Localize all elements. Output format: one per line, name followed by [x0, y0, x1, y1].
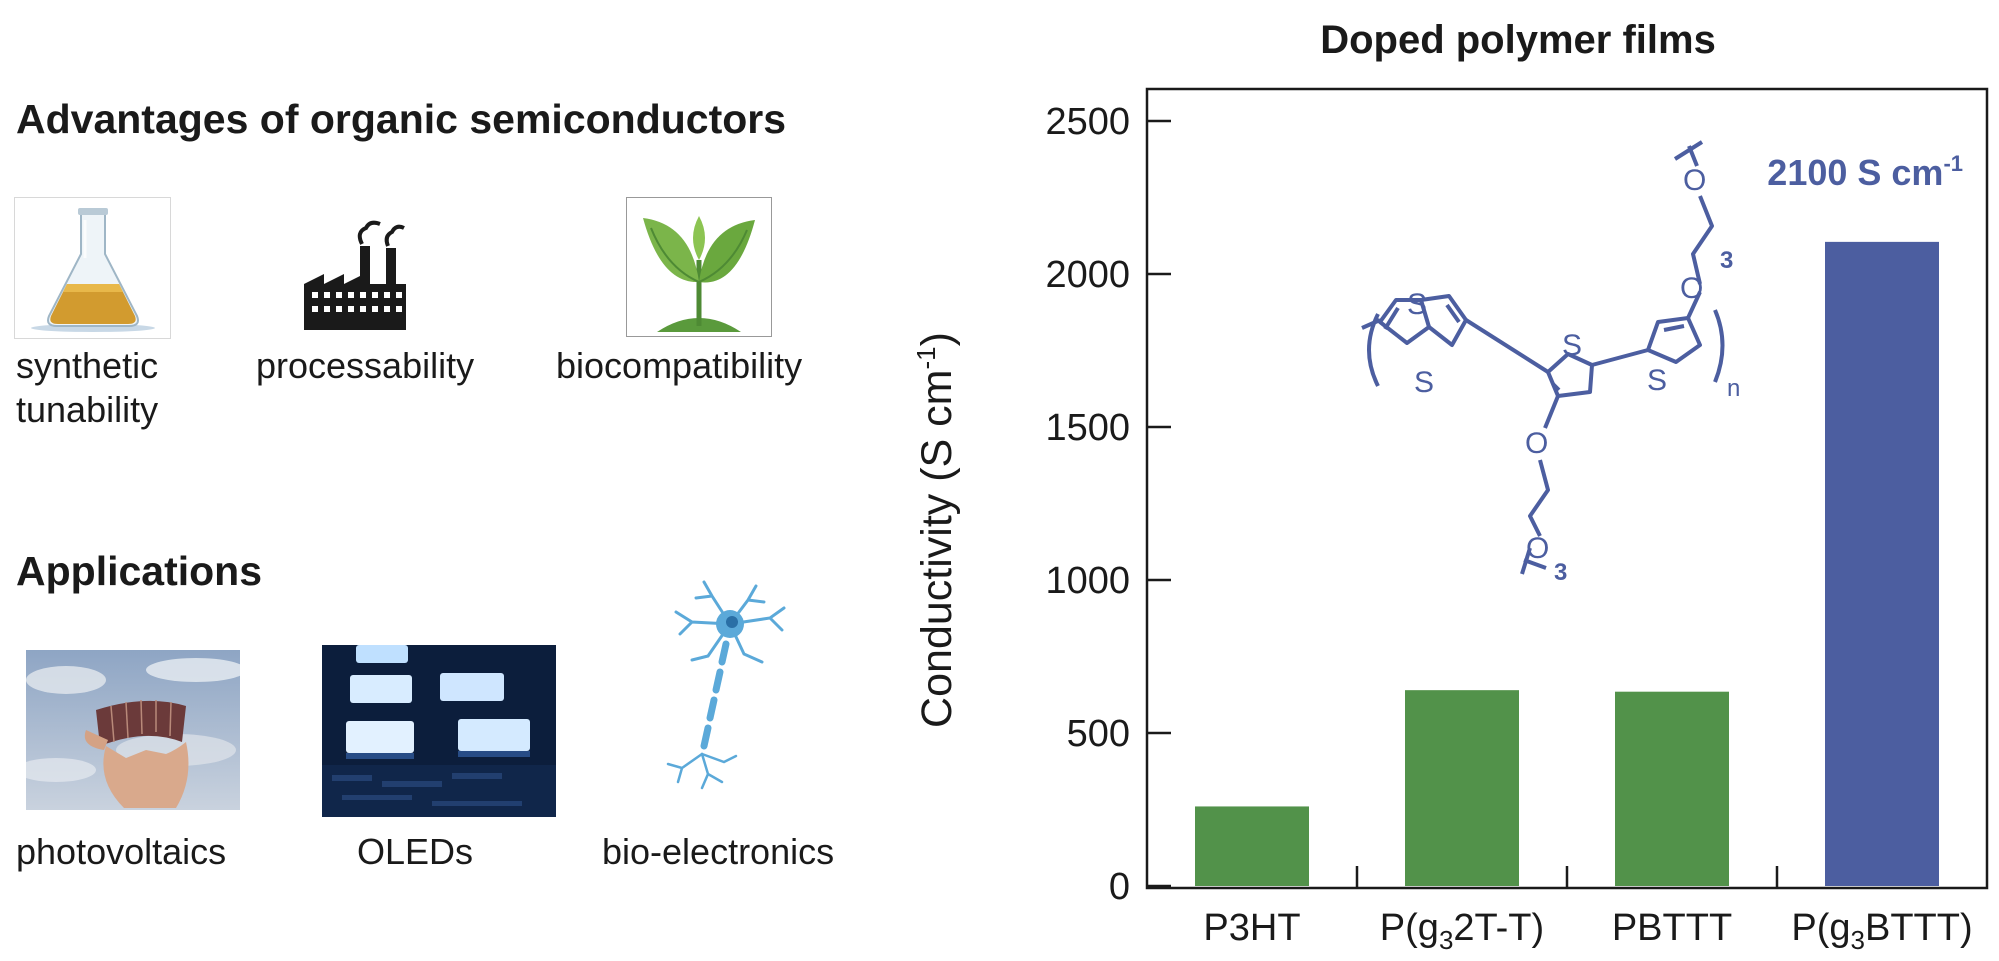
sprout-icon — [626, 197, 772, 337]
bar-P3HT — [1195, 806, 1309, 886]
bars — [1195, 241, 1939, 886]
caption-oleds: OLEDs — [357, 831, 474, 872]
svg-text:3: 3 — [1720, 247, 1733, 274]
bar-P(g3BTTT) — [1825, 241, 1939, 886]
x-label-PBTTT: PBTTT — [1612, 907, 1732, 949]
caption-biocompatibility: biocompatibility — [556, 345, 803, 386]
bar-value-annotation: 2100 S cm-1 — [1767, 151, 1963, 193]
y-tick-label-2500: 2500 — [1045, 101, 1130, 143]
factory-icon — [300, 218, 410, 333]
caption-processability: processability — [256, 345, 475, 386]
flexible-solar-cell-photo — [26, 650, 240, 810]
svg-text:n: n — [1727, 375, 1740, 402]
y-tick-label-1000: 1000 — [1045, 560, 1130, 602]
advantages-heading: Advantages of organic semiconductors — [16, 96, 787, 142]
flask-icon — [14, 197, 171, 339]
bar-PBTTT — [1615, 691, 1729, 886]
polymer-structure-diagram — [1361, 140, 1725, 575]
y-tick-label-500: 500 — [1067, 713, 1130, 755]
caption-photovoltaics: photovoltaics — [16, 831, 227, 872]
chart-title: Doped polymer films — [1320, 18, 1716, 62]
x-label-P(g3BTTT): P(g3BTTT) — [1791, 907, 1972, 955]
y-axis-ticks: 0 500 1000 1500 2000 2500 — [1045, 101, 1171, 908]
oled-panel-photo — [322, 645, 556, 817]
y-axis-label: Conductivity (S cm-1) — [911, 332, 961, 728]
applications-heading: Applications — [16, 548, 263, 594]
svg-text:3: 3 — [1554, 559, 1567, 586]
y-tick-label-2000: 2000 — [1045, 254, 1130, 296]
x-label-P(g32T-T): P(g32T-T) — [1380, 907, 1544, 955]
svg-text:O: O — [1525, 427, 1548, 460]
y-tick-label-0: 0 — [1109, 866, 1130, 908]
svg-text:S: S — [1562, 329, 1582, 362]
caption-bio-electronics: bio-electronics — [602, 831, 835, 872]
x-axis-ticks — [1355, 866, 1779, 888]
svg-text:O: O — [1526, 532, 1549, 565]
svg-text:O: O — [1680, 272, 1703, 305]
caption-synthetic-tunability: synthetic tunability — [16, 345, 159, 430]
bar-P(g32T-T) — [1405, 690, 1519, 886]
x-label-P3HT: P3HT — [1203, 907, 1300, 949]
svg-text:S: S — [1414, 366, 1434, 399]
svg-text:S: S — [1647, 364, 1667, 397]
polymer-structure-labels: S S S S O O O O n 3 3 — [1407, 164, 1740, 586]
neuron-icon — [652, 578, 800, 793]
y-tick-label-1500: 1500 — [1045, 407, 1130, 449]
x-axis-labels: P3HT P(g32T-T) PBTTT P(g3BTTT) — [1203, 907, 1972, 955]
svg-text:O: O — [1683, 164, 1706, 197]
svg-text:S: S — [1407, 288, 1427, 321]
